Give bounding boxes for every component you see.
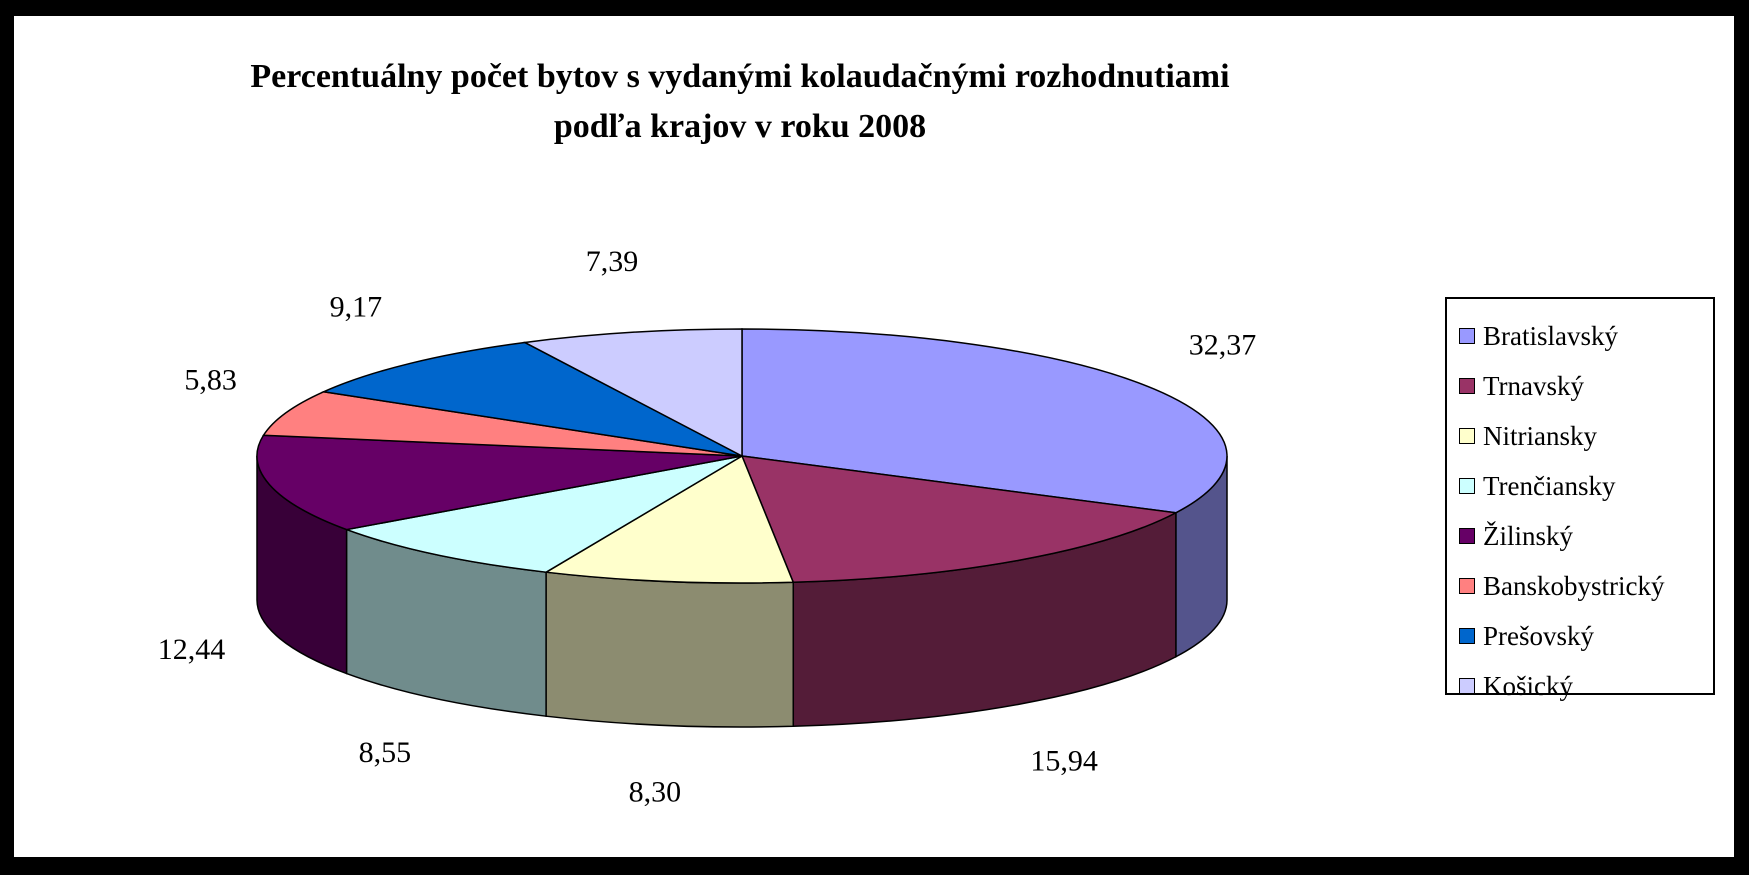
legend-swatch-6 (1459, 628, 1475, 644)
legend-label-4: Žilinský (1483, 520, 1574, 551)
legend-swatch-5 (1459, 578, 1475, 594)
data-label-0: 32,37 (1189, 329, 1257, 362)
pie-slice-6 (320, 341, 743, 457)
legend-label-6: Prešovský (1483, 620, 1595, 651)
pie-slice-1 (740, 455, 1179, 584)
pie-slice-4 (256, 434, 743, 531)
legend-item-7: Košický (1447, 661, 1713, 711)
chart-title: Percentuálny počet bytov s vydanými kola… (0, 52, 1480, 152)
data-label-3: 8,55 (359, 736, 412, 769)
legend-label-7: Košický (1483, 670, 1573, 701)
legend-item-5: Banskobystrický (1447, 561, 1713, 611)
pie-slice-2 (543, 454, 795, 584)
legend-swatch-1 (1459, 378, 1475, 394)
legend-swatch-0 (1459, 328, 1475, 344)
legend-item-2: Nitriansky (1447, 411, 1713, 461)
legend-swatch-4 (1459, 528, 1475, 544)
legend-label-5: Banskobystrický (1483, 570, 1665, 601)
data-label-7: 7,39 (586, 245, 639, 278)
data-label-4: 12,44 (158, 633, 226, 666)
data-label-2: 8,30 (629, 776, 682, 809)
legend-item-4: Žilinský (1447, 511, 1713, 561)
data-label-1: 15,94 (1030, 745, 1098, 778)
legend-item-3: Trenčiansky (1447, 461, 1713, 511)
legend-label-2: Nitriansky (1483, 420, 1597, 451)
legend-label-1: Trnavský (1483, 370, 1585, 401)
chart-legend: Bratislavský Trnavský Nitriansky Trenčiansk… (1445, 297, 1715, 701)
legend-swatch-7 (1459, 678, 1475, 694)
pie-slice-7 (522, 328, 743, 458)
legend-label-0: Bratislavský (1483, 320, 1618, 351)
legend-item-0: Bratislavský (1447, 311, 1713, 361)
pie-slice-side-2 (545, 571, 795, 728)
legend-item-1: Trnavský (1447, 361, 1713, 411)
legend-swatch-2 (1459, 428, 1475, 444)
data-label-6: 9,17 (330, 290, 383, 323)
data-label-5: 5,83 (184, 363, 237, 396)
legend-swatch-3 (1459, 478, 1475, 494)
pie-slice-5 (262, 391, 743, 457)
pie-slice-3 (343, 455, 743, 573)
legend-item-6: Prešovský (1447, 611, 1713, 661)
chart-title-line-2: podľa krajov v roku 2008 (553, 108, 927, 145)
pie-slice-0 (741, 328, 1228, 514)
legend-label-3: Trenčiansky (1483, 470, 1616, 501)
chart-title-line-1: Percentuálny počet bytov s vydanými kola… (250, 58, 1230, 95)
